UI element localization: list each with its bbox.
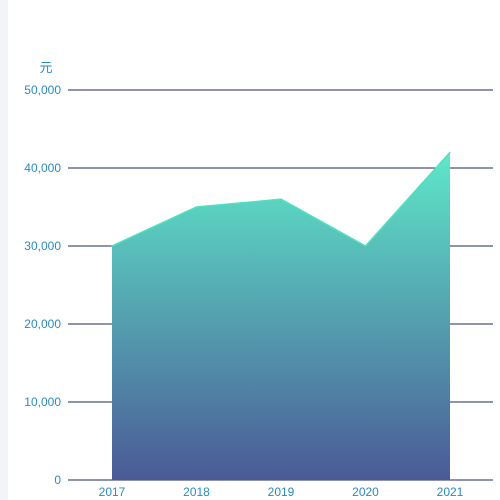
y-axis-ticks: 0 10,000 20,000 30,000 40,000 50,000: [24, 83, 61, 487]
data-point: [196, 206, 197, 208]
x-tick-label: 2018: [183, 485, 210, 499]
y-tick-label: 50,000: [24, 83, 61, 97]
data-point: [111, 245, 113, 247]
data-point: [449, 151, 451, 153]
y-tick-label: 20,000: [24, 317, 61, 331]
data-point: [365, 245, 366, 247]
x-tick-label: 2020: [352, 485, 379, 499]
series-area: [111, 151, 451, 480]
y-tick-label: 0: [54, 473, 61, 487]
area-fill: [112, 152, 450, 480]
x-tick-label: 2019: [268, 485, 295, 499]
y-tick-label: 40,000: [24, 161, 61, 175]
y-axis-unit: 元: [39, 60, 52, 75]
x-tick-label: 2021: [437, 485, 464, 499]
data-point: [280, 198, 282, 200]
left-panel-edge: [0, 0, 8, 500]
x-tick-label: 2017: [99, 485, 126, 499]
y-tick-label: 30,000: [24, 239, 61, 253]
y-tick-label: 10,000: [24, 395, 61, 409]
x-axis-ticks: 2017 2018 2019 2020 2021: [99, 485, 464, 499]
